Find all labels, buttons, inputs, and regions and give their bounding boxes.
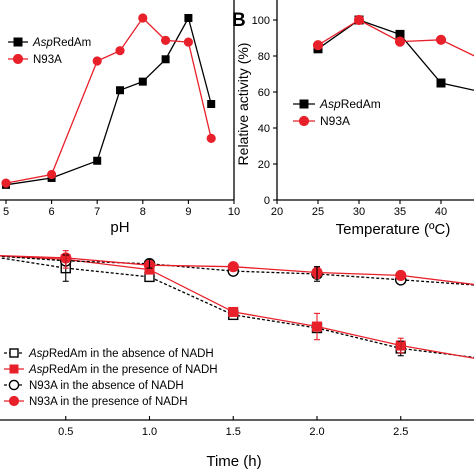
panel-b-x-label: Temperature (ºC) <box>336 221 451 238</box>
panel-b-legend-item-n93a: N93A <box>293 114 350 128</box>
panel-b-x-tick-label-40: 40 <box>435 206 447 218</box>
panel-a-point-n93a-0 <box>1 178 11 188</box>
panel-b-legend-item-aspredam: AspRedAm <box>293 97 381 111</box>
panel-a-x-label: pH <box>110 219 129 236</box>
panel-a-point-aspredam-2 <box>93 156 102 165</box>
panel-a-point-n93a-6 <box>183 37 193 47</box>
panel-a-legend-swatch-marker <box>12 53 24 65</box>
panel-a-point-n93a-7 <box>206 133 216 143</box>
panel-a-x-tick-label-5: 5 <box>3 206 9 218</box>
panel-a-point-aspredam-3 <box>116 86 124 95</box>
panel-c-legend-label-n93a-in-the-presence-of-nadh: N93A in the presence of NADH <box>29 396 188 408</box>
panel-a-series-layer <box>1 13 216 189</box>
panel-a-point-aspredam-6 <box>184 14 193 22</box>
panel-a-x-ticks: 5 6 7 8 9 10 <box>3 200 240 218</box>
panel-c-x-tick-label-0-5: 0.5 <box>58 426 73 438</box>
panel-b-x-tick-label-30: 30 <box>353 206 365 218</box>
panel-a-legend-item-n93a: N93A <box>8 53 62 66</box>
panel-b-y-tick-label-40: 40 <box>258 123 270 135</box>
panel-b-y-ticks: 0 20 40 60 80 100 <box>252 15 277 207</box>
panel-b-x-tick-label-35: 35 <box>394 206 406 218</box>
panel-b-point-n93a-1 <box>353 14 365 26</box>
panel-b-legend-label-aspredam: AspRedAm <box>319 97 381 111</box>
panel-c-x-tick-label-2-5: 2.5 <box>393 426 408 438</box>
panel-c-point-n93a-in-the-presence-of-nadh-5 <box>395 269 407 282</box>
panel-a-point-n93a-4 <box>138 13 148 23</box>
panel-c-legend-swatch-marker <box>8 379 20 391</box>
panel-a-series-n93a <box>1 13 216 188</box>
panel-b-x-tick-label-25: 25 <box>312 206 324 218</box>
panel-c: 0.5 1.0 1.5 2.0 2.5 Time (h) AspRedAm in the… <box>0 250 474 470</box>
panel-b-y-tick-label-0: 0 <box>264 195 270 207</box>
panel-a: 5 6 7 8 9 10 pH AspRedAm N93A <box>0 0 240 236</box>
panel-b-point-n93a-3 <box>435 34 447 45</box>
panel-a-legend-swatch-marker <box>13 37 23 47</box>
panel-a-legend-label-aspredam: AspRedAm <box>32 37 91 49</box>
panel-a-point-aspredam-4 <box>138 77 147 86</box>
panel-c-legend-label-n93a-in-the-absence-of-nadh: N93A in the absence of NADH <box>29 380 184 392</box>
panel-a-x-tick-label-7: 7 <box>94 206 100 218</box>
panel-b-series-layer <box>312 14 474 91</box>
panel-a-x-tick-label-8: 8 <box>140 206 146 218</box>
panel-c-legend-swatch-marker <box>8 395 20 407</box>
panel-a-point-n93a-5 <box>161 35 171 45</box>
panel-a-point-n93a-1 <box>47 169 57 180</box>
panel-c-x-ticks: 0.5 1.0 1.5 2.0 2.5 <box>58 416 408 438</box>
panel-b-y-tick-label-80: 80 <box>258 51 270 63</box>
panel-c-legend-item-aspredam-in-the-presence-of-nadh: AspRedAm in the presence of NADH <box>4 364 218 376</box>
panel-c-point-n93a-in-the-presence-of-nadh-3 <box>227 261 239 273</box>
panel-b-point-aspredam-3 <box>436 78 446 88</box>
panel-b-legend-swatch-marker <box>298 115 310 127</box>
panel-b-x-tick-label-20: 20 <box>271 206 283 218</box>
panel-b-series-n93a <box>312 14 474 57</box>
panel-b-series-aspredam <box>313 15 474 91</box>
panel-a-x-tick-label-6: 6 <box>49 206 55 218</box>
panel-c-legend: AspRedAm in the absence of NADH AspRedAm … <box>4 348 218 408</box>
panel-c-legend-item-aspredam-in-the-absence-of-nadh: AspRedAm in the absence of NADH <box>4 348 214 360</box>
panel-c-legend-label-aspredam-in-the-presence-of-nadh: AspRedAm in the presence of NADH <box>28 364 218 376</box>
panel-c-series-layer <box>0 250 474 359</box>
panel-b-label: B <box>232 10 246 31</box>
panel-a-line-aspredam <box>5 16 212 186</box>
panel-b-point-n93a-2 <box>394 36 406 47</box>
panel-c-legend-swatch-marker <box>9 348 19 358</box>
panel-b-x-ticks: 202530354045 <box>271 200 447 218</box>
panel-b-y-tick-label-60: 60 <box>258 87 270 99</box>
panel-b-legend: AspRedAm N93A <box>293 97 381 128</box>
panel-b-y-label: Relative activity (%) <box>235 43 251 166</box>
panel-c-legend-item-n93a-in-the-absence-of-nadh: N93A in the absence of NADH <box>4 379 184 392</box>
panel-a-point-n93a-3 <box>115 46 125 56</box>
panel-c-x-tick-label-1-0: 1.0 <box>142 426 157 438</box>
panel-a-legend: AspRedAm N93A <box>8 37 91 66</box>
panel-a-point-aspredam-5 <box>161 55 170 64</box>
panel-a-point-aspredam-7 <box>207 100 216 108</box>
panel-a-legend-label-n93a: N93A <box>33 54 62 66</box>
panel-b-y-tick-label-100: 100 <box>252 15 270 27</box>
panel-c-x-tick-label-2-0: 2.0 <box>309 426 324 438</box>
panel-c-x-label: Time (h) <box>206 453 261 470</box>
panel-c-legend-label-aspredam-in-the-absence-of-nadh: AspRedAm in the absence of NADH <box>28 348 214 360</box>
panel-c-error-bars <box>62 250 404 357</box>
panel-b-legend-label-n93a: N93A <box>320 114 350 128</box>
panel-a-point-n93a-2 <box>92 56 102 66</box>
panel-c-legend-item-n93a-in-the-presence-of-nadh: N93A in the presence of NADH <box>4 395 188 408</box>
panel-c-point-aspredam-in-the-presence-of-nadh-3 <box>228 306 239 317</box>
panel-b-y-tick-label-20: 20 <box>258 159 270 171</box>
panel-c-legend-swatch-marker <box>9 364 19 374</box>
panel-b-point-n93a-0 <box>312 40 324 51</box>
panel-a-x-tick-label-10: 10 <box>228 206 240 218</box>
panel-b-legend-swatch-marker <box>299 99 309 109</box>
panel-a-legend-item-aspredam: AspRedAm <box>8 37 91 49</box>
panel-c-x-tick-label-1-5: 1.5 <box>226 426 241 438</box>
panel-a-x-tick-label-9: 9 <box>185 206 191 218</box>
